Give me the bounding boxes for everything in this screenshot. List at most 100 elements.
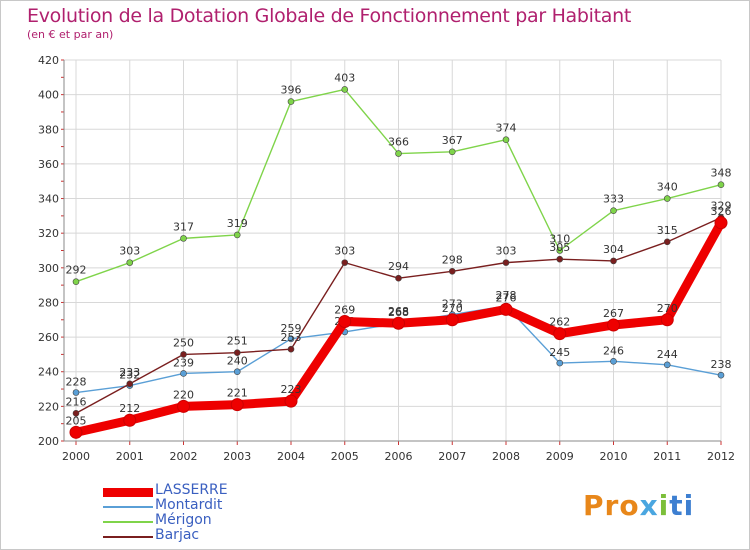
legend-swatch (103, 536, 153, 538)
x-tick-label: 2002 (170, 450, 198, 463)
data-label: 246 (603, 344, 624, 357)
legend-swatch (103, 521, 153, 523)
data-label: 251 (227, 335, 248, 348)
data-point (717, 181, 725, 188)
data-point (445, 313, 459, 327)
data-label: 374 (496, 122, 517, 135)
y-tick-label: 220 (38, 400, 59, 413)
y-tick-label: 280 (38, 296, 59, 309)
x-tick-label: 2007 (438, 450, 466, 463)
data-point (448, 267, 456, 275)
x-tick-label: 2004 (277, 450, 305, 463)
data-label: 262 (549, 316, 570, 329)
data-point (72, 278, 80, 285)
data-label: 269 (334, 304, 355, 317)
x-tick-label: 2001 (116, 450, 144, 463)
data-label: 239 (173, 356, 194, 369)
data-point (610, 257, 617, 265)
data-label: 220 (173, 388, 194, 401)
data-label: 276 (496, 291, 517, 304)
data-label: 310 (549, 233, 570, 246)
data-label: 303 (496, 245, 517, 258)
data-point (180, 351, 187, 358)
data-point (180, 235, 187, 242)
data-label: 268 (388, 306, 409, 319)
chart-title: Evolution de la Dotation Globale de Fonc… (27, 5, 632, 27)
legend-label: Montardit (155, 497, 223, 513)
logo-part-3: i (658, 489, 670, 522)
data-point (287, 345, 295, 353)
x-tick-label: 2003 (223, 450, 251, 463)
data-point (287, 98, 295, 105)
data-point (72, 409, 80, 417)
data-label: 244 (657, 348, 678, 361)
data-label: 317 (173, 220, 194, 233)
data-point (126, 259, 134, 266)
data-point (233, 231, 241, 239)
data-point (556, 255, 564, 263)
data-point (714, 216, 728, 230)
data-point (610, 358, 617, 365)
data-label: 333 (603, 193, 624, 206)
data-label: 238 (711, 358, 732, 371)
data-label: 319 (227, 217, 248, 230)
data-label: 367 (442, 134, 463, 147)
data-point (284, 394, 298, 408)
data-label: 303 (334, 245, 355, 258)
logo-part-2: x (639, 489, 659, 522)
data-point (553, 327, 567, 341)
data-point (126, 380, 134, 388)
data-point (392, 316, 405, 330)
data-point (233, 349, 241, 356)
legend-label: Mérigon (155, 512, 212, 528)
x-tick-label: 2000 (62, 450, 90, 463)
data-label: 304 (603, 243, 624, 256)
data-label: 294 (388, 260, 409, 273)
x-tick-label: 2008 (492, 450, 520, 463)
data-point (72, 389, 80, 396)
data-point (69, 425, 83, 439)
data-label: 326 (711, 205, 732, 218)
logo-part-1: Pro (583, 489, 640, 522)
x-tick-label: 2010 (600, 450, 628, 463)
data-label: 250 (173, 336, 194, 349)
x-tick-label: 2005 (331, 450, 359, 463)
data-label: 305 (549, 241, 570, 254)
data-label: 267 (603, 307, 624, 320)
data-label: 303 (119, 245, 140, 258)
data-point (660, 313, 674, 327)
logo-part-4: ti (669, 489, 695, 522)
data-label: 233 (119, 366, 140, 379)
data-point (395, 150, 402, 157)
proxiti-logo: Proxiti (583, 489, 694, 522)
data-point (230, 398, 244, 412)
data-point (502, 259, 510, 266)
y-tick-label: 340 (38, 193, 59, 206)
data-label: 240 (227, 355, 248, 368)
data-label: 348 (711, 167, 732, 180)
x-tick-label: 2012 (707, 450, 735, 463)
data-point (341, 86, 349, 93)
y-tick-label: 360 (38, 158, 59, 171)
data-label: 270 (442, 302, 463, 315)
data-label: 315 (657, 224, 678, 237)
data-label: 340 (657, 181, 678, 194)
data-point (180, 370, 187, 377)
data-label: 278 (496, 289, 517, 302)
data-label: 223 (281, 383, 302, 396)
y-tick-label: 380 (38, 123, 59, 136)
data-label: 216 (66, 395, 87, 408)
data-label: 221 (227, 387, 248, 400)
data-point (177, 399, 190, 413)
data-label: 270 (657, 302, 678, 315)
data-point (663, 361, 671, 369)
data-point (448, 148, 456, 156)
legend-label: Barjac (155, 527, 200, 543)
data-label: 298 (442, 253, 463, 266)
data-point (610, 207, 617, 214)
x-tick-label: 2011 (653, 450, 681, 463)
data-point (499, 302, 513, 316)
y-tick-label: 240 (38, 366, 59, 379)
data-point (233, 368, 241, 376)
